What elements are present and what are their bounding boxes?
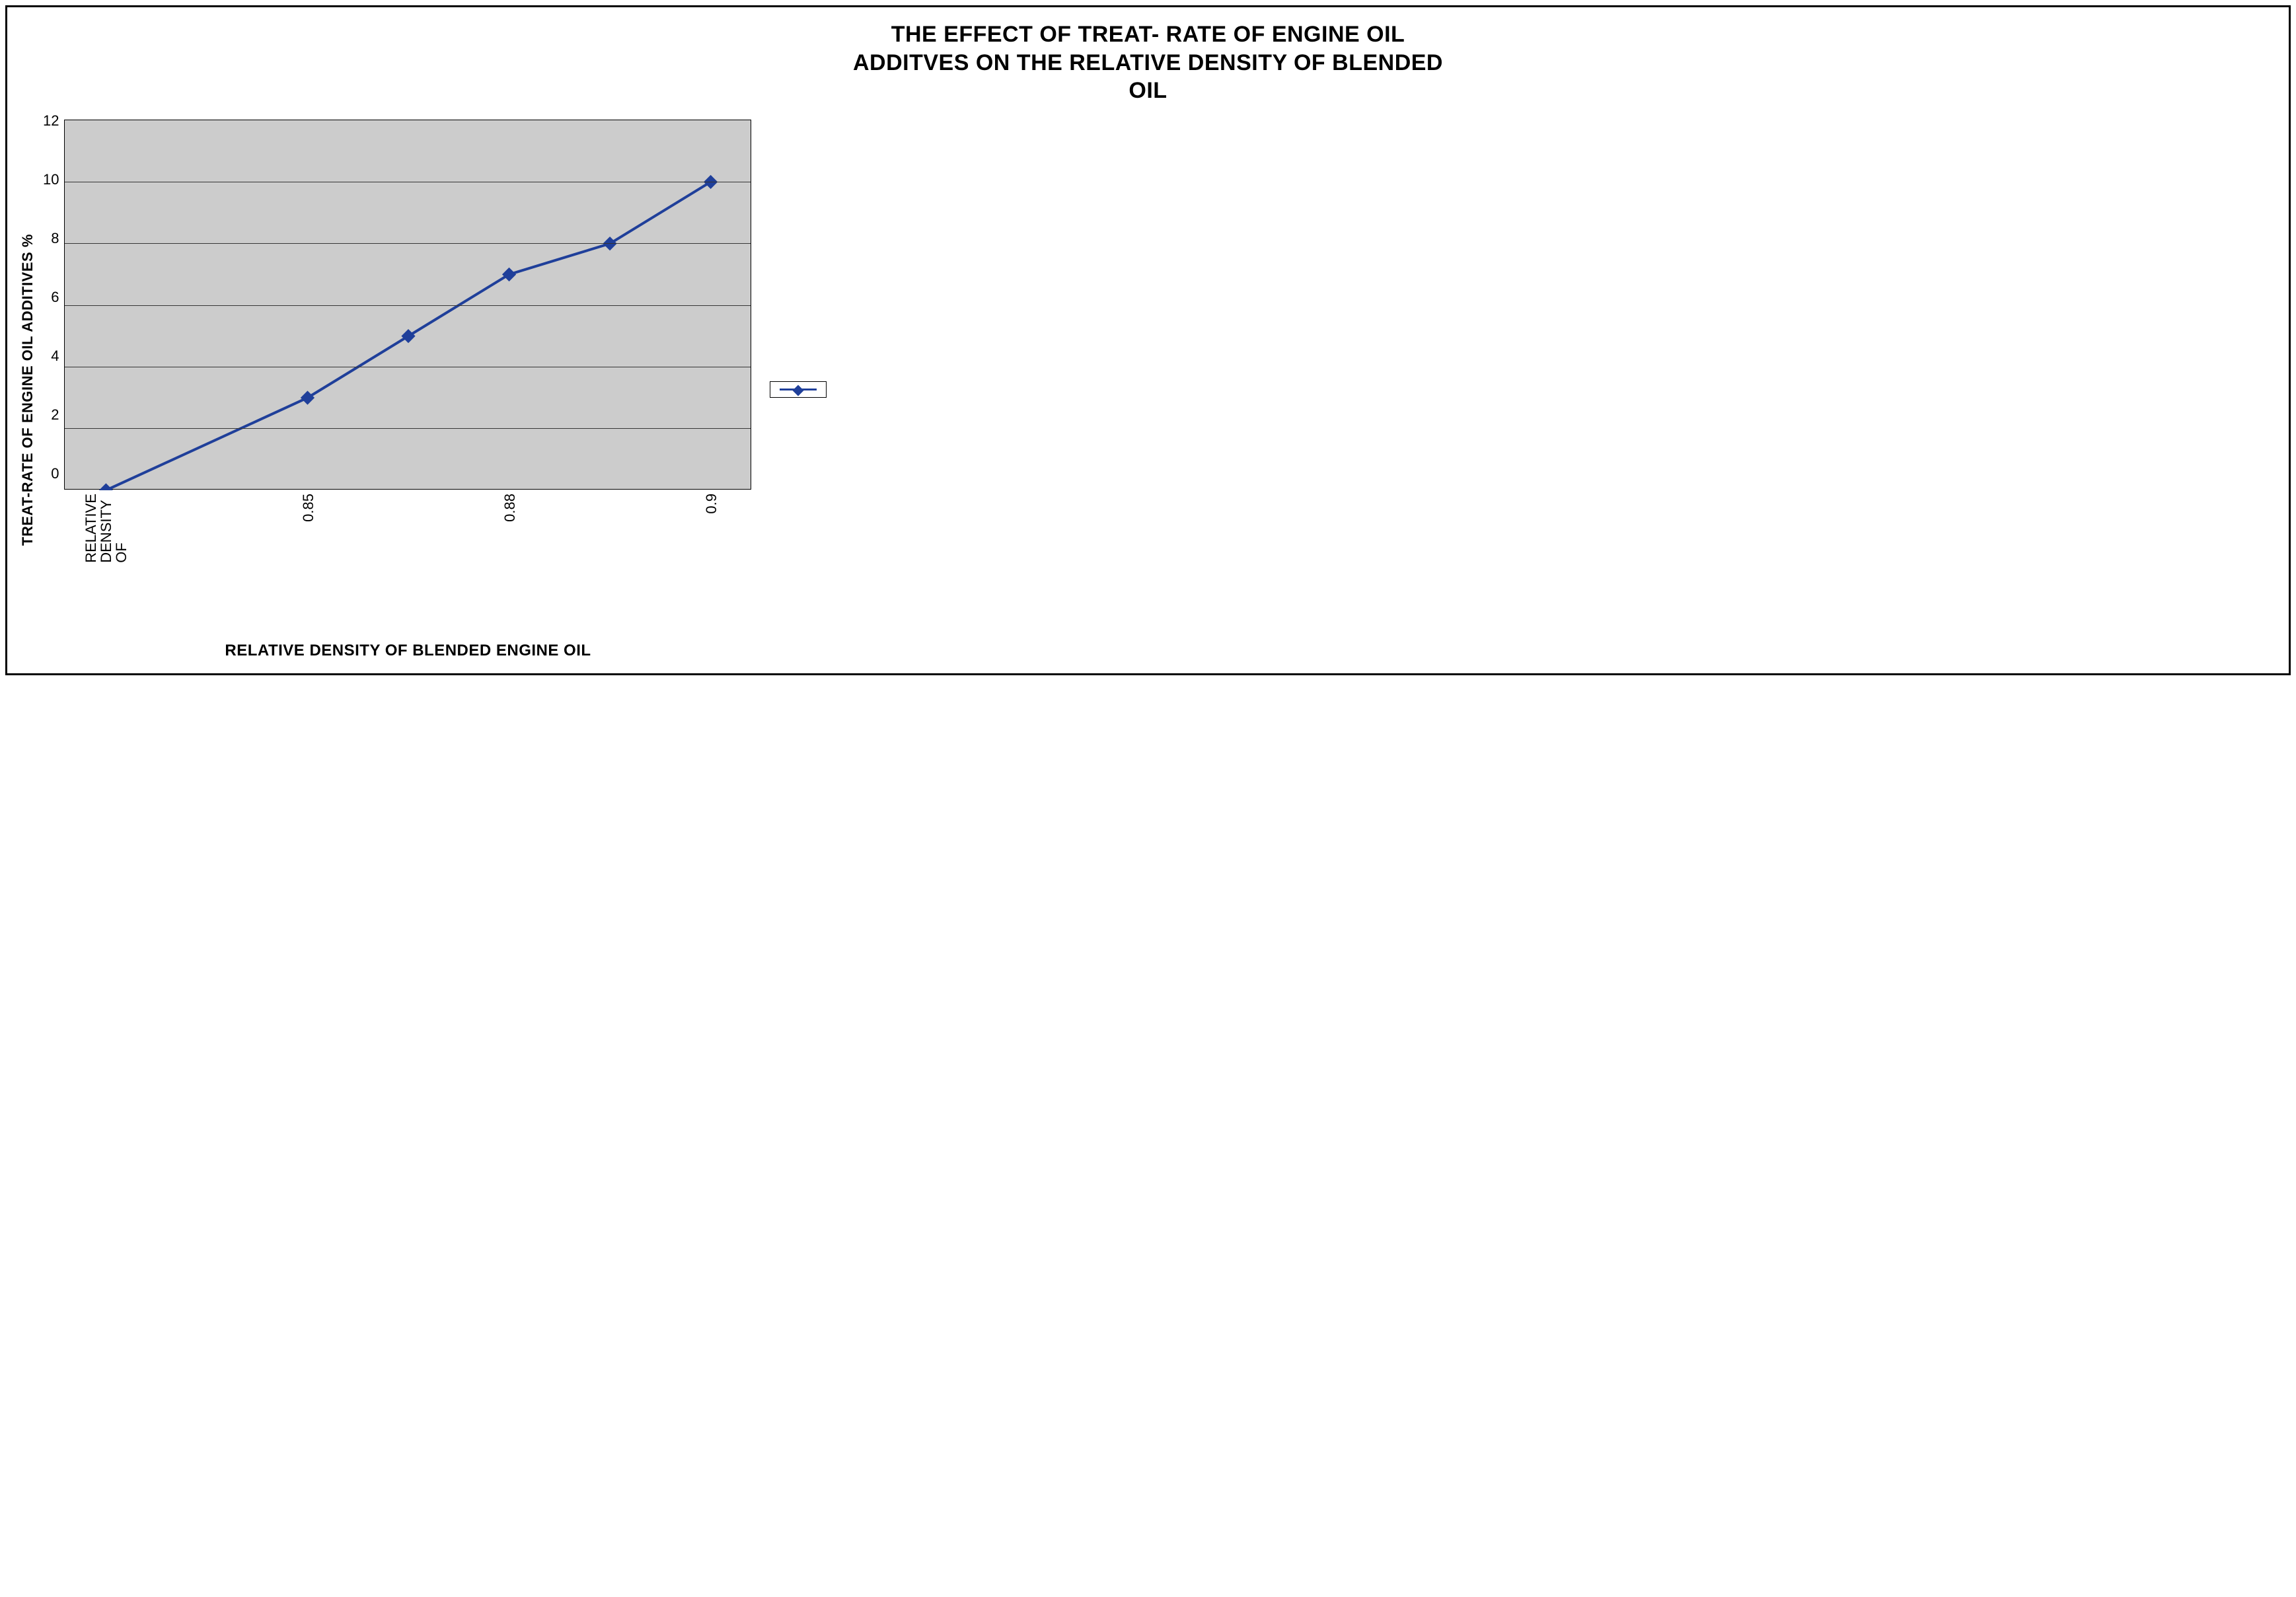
y-tick-label: 8 — [51, 230, 59, 247]
chart-title: THE EFFECT OF TREAT- RATE OF ENGINE OILA… — [801, 20, 1495, 105]
legend-series-marker-icon — [793, 385, 804, 396]
data-point-marker-icon — [301, 391, 315, 404]
plot-wrap: TREAT-RATE OF ENGINE OIL ADDITIVES % 121… — [15, 120, 751, 660]
legend-series-line — [780, 389, 817, 390]
y-tick-label: 0 — [51, 465, 59, 482]
x-tick-label: 0.85 — [300, 494, 317, 522]
data-point-marker-icon — [503, 268, 516, 281]
data-point-marker-icon — [402, 329, 416, 342]
gridline — [65, 243, 751, 244]
plot-area — [64, 120, 751, 490]
y-axis-title: TREAT-RATE OF ENGINE OIL ADDITIVES % — [15, 120, 40, 660]
x-axis-ticks: RELATIVE DENSITY OF 0.85 0.88 0.9 — [64, 490, 751, 562]
y-tick-label: 12 — [43, 112, 59, 130]
legend — [770, 381, 827, 398]
y-axis-ticks: 12 10 8 6 4 2 0 — [40, 112, 64, 482]
gridline — [65, 305, 751, 306]
x-tick-label: RELATIVE DENSITY OF — [83, 494, 129, 563]
x-tick-label: 0.9 — [703, 494, 720, 514]
gridline — [65, 428, 751, 429]
y-tick-label: 6 — [51, 289, 59, 306]
x-axis-title: RELATIVE DENSITY OF BLENDED ENGINE OIL — [64, 642, 751, 660]
chart-body: TREAT-RATE OF ENGINE OIL ADDITIVES % 121… — [15, 120, 2281, 660]
chart-frame: THE EFFECT OF TREAT- RATE OF ENGINE OILA… — [5, 5, 2291, 675]
y-tick-label: 10 — [43, 171, 59, 188]
x-tick-label: 0.88 — [501, 494, 519, 522]
plot-column: RELATIVE DENSITY OF 0.85 0.88 0.9 RELATIVE … — [64, 120, 751, 660]
y-tick-label: 4 — [51, 348, 59, 365]
y-tick-label: 2 — [51, 406, 59, 424]
